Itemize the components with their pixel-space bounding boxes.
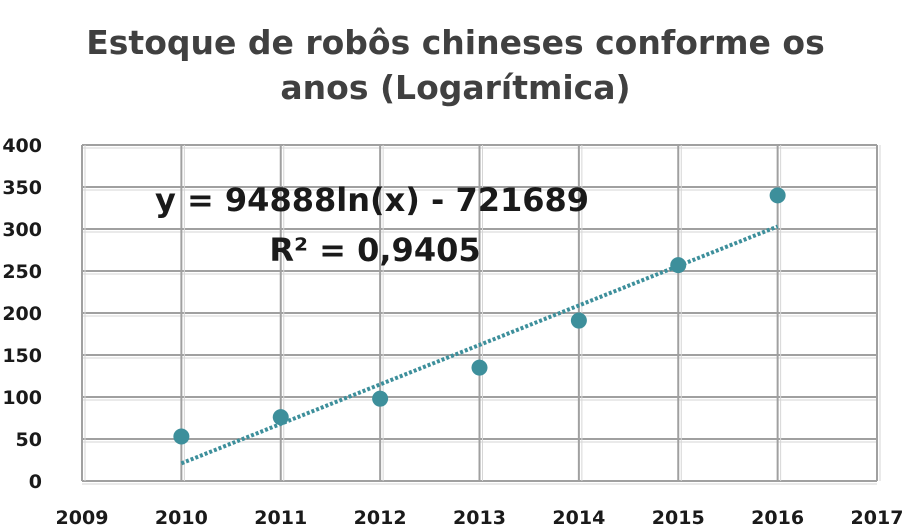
x-tick-label: 2017 — [851, 507, 904, 529]
trendline-r-squared: R² = 0,9405 — [269, 231, 480, 269]
y-tick-label: 100 — [2, 387, 42, 409]
y-tick-label: 50 — [16, 429, 42, 451]
x-axis-ticks: 2009 2010 2011 2012 2013 2014 2015 2016 2017 — [56, 507, 904, 529]
y-tick-label: 250 — [2, 261, 42, 283]
y-tick-label: 200 — [2, 303, 42, 325]
chart-title: Estoque de robôs chineses conforme os an… — [0, 20, 911, 110]
y-tick-label: 350 — [2, 177, 42, 199]
x-tick-label: 2010 — [155, 507, 208, 529]
chart-title-line-2: anos (Logarítmica) — [280, 68, 631, 107]
data-point — [670, 257, 687, 274]
chart-title-line-1: Estoque de robôs chineses conforme os — [86, 23, 825, 62]
data-points — [173, 187, 786, 445]
y-tick-label: 400 — [2, 135, 42, 157]
data-point — [570, 312, 587, 329]
x-tick-label: 2009 — [56, 507, 109, 529]
data-point — [173, 428, 190, 445]
y-tick-label: 150 — [2, 345, 42, 367]
grid — [81, 144, 881, 485]
x-tick-label: 2012 — [354, 507, 407, 529]
y-axis-ticks: 0 50 100 150 200 250 300 350 400 — [2, 135, 42, 493]
data-point — [471, 359, 488, 376]
x-tick-label: 2015 — [652, 507, 705, 529]
data-point — [372, 390, 389, 407]
data-point — [769, 187, 786, 204]
y-tick-label: 300 — [2, 219, 42, 241]
x-tick-label: 2014 — [552, 507, 605, 529]
data-point — [272, 409, 289, 426]
trendline-equation: y = 94888ln(x) - 721689 — [155, 181, 589, 219]
y-tick-label: 0 — [29, 471, 42, 493]
x-tick-label: 2013 — [453, 507, 506, 529]
x-tick-label: 2016 — [751, 507, 804, 529]
x-tick-label: 2011 — [254, 507, 307, 529]
